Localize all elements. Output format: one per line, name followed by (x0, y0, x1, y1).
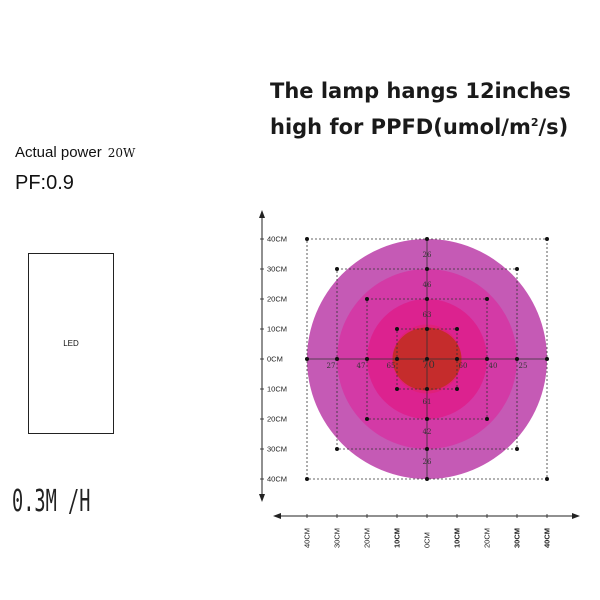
ppfd-values: 26 46 63 61 42 26 27 47 65 70 60 40 25 (327, 251, 528, 466)
y-tick-label: 10CM (267, 385, 287, 394)
actual-power-value: 20W (107, 146, 136, 160)
measurement-point (545, 477, 549, 481)
ppfd-value: 70 (422, 360, 435, 371)
measurement-point (425, 357, 429, 361)
title-line-2-start: high for PPFD(umol/ (270, 115, 509, 139)
measurement-point (365, 297, 369, 301)
measurement-point (365, 357, 369, 361)
y-axis-arrow-up (259, 210, 265, 218)
title-unit: m (508, 115, 531, 139)
ppfd-value: 47 (357, 362, 366, 370)
title-line-2-end: /s) (538, 115, 569, 139)
measurement-point (485, 357, 489, 361)
measurement-point (515, 447, 519, 451)
x-axis-arrow-left (273, 513, 281, 519)
x-tick-label: 40CM (543, 528, 552, 548)
y-tick-label: 40CM (267, 475, 287, 484)
measurement-point (425, 417, 429, 421)
measurement-point (485, 417, 489, 421)
y-tick-label: 0CM (267, 355, 283, 364)
x-tick-label: 30CM (513, 528, 522, 548)
x-tick-label: 10CM (453, 528, 462, 548)
ppfd-value: 42 (423, 428, 432, 436)
measurement-point (455, 387, 459, 391)
ppfd-value: 26 (423, 251, 432, 259)
x-tick-label: 20CM (363, 528, 372, 548)
measurement-point (395, 387, 399, 391)
x-tick-label: 30CM (333, 528, 342, 548)
measurement-point (395, 357, 399, 361)
measurement-point (485, 297, 489, 301)
y-tick-label: 40CM (267, 235, 287, 244)
measurement-point (515, 357, 519, 361)
tick-labels: 40CM 30CM 20CM 10CM 0CM 10CM 20CM 30CM 40CM 40CM 3… (267, 235, 552, 549)
x-tick-label: 20CM (483, 528, 492, 548)
title-unit-exponent: 2 (530, 116, 539, 129)
ppfd-value: 61 (423, 398, 432, 406)
measurement-point (455, 357, 459, 361)
y-tick-label: 20CM (267, 295, 287, 304)
ppfd-value: 65 (387, 362, 396, 370)
title-line-1: The lamp hangs 12inches (270, 79, 571, 103)
x-tick-label: 40CM (303, 528, 312, 548)
ppfd-value: 27 (327, 362, 336, 370)
measurement-point (455, 327, 459, 331)
measurement-point (425, 267, 429, 271)
actual-power: Actual power 20W (15, 144, 135, 161)
measurement-point (305, 477, 309, 481)
measurement-points (305, 237, 549, 481)
x-tick-label: 0CM (423, 532, 432, 548)
ppfd-value: 25 (519, 362, 528, 370)
measurement-point (395, 327, 399, 331)
title-line-2: high for PPFD(umol/m2/s) (270, 107, 600, 143)
measurement-point (515, 267, 519, 271)
ppfd-value: 63 (423, 311, 432, 319)
measurement-point (305, 237, 309, 241)
measurement-point (335, 357, 339, 361)
y-tick-label: 20CM (267, 415, 287, 424)
led-label: LED (63, 339, 79, 348)
ppfd-value: 26 (423, 458, 432, 466)
x-axis-arrow-right (572, 513, 580, 519)
y-axis-arrow-down (259, 494, 265, 502)
y-tick-label: 30CM (267, 265, 287, 274)
measurement-point (335, 267, 339, 271)
y-tick-label: 10CM (267, 325, 287, 334)
measurement-point (425, 237, 429, 241)
measurement-point (305, 357, 309, 361)
actual-power-label: Actual power (15, 144, 102, 161)
measurement-point (425, 327, 429, 331)
led-lamp-box: LED (28, 253, 114, 434)
ppfd-value: 46 (423, 281, 432, 289)
diagram-title: The lamp hangs 12inches high for PPFD(um… (270, 76, 600, 143)
measurement-point (335, 447, 339, 451)
ppfd-value: 60 (459, 362, 468, 370)
measurement-point (545, 357, 549, 361)
measurement-point (425, 387, 429, 391)
measurement-point (545, 237, 549, 241)
x-tick-label: 10CM (393, 528, 402, 548)
measurement-point (365, 417, 369, 421)
measurement-point (425, 297, 429, 301)
ppfd-value: 40 (489, 362, 498, 370)
power-factor: PF:0.9 (15, 172, 74, 194)
measurement-point (425, 447, 429, 451)
hanging-height: 0.3M /H (12, 484, 91, 519)
y-tick-label: 30CM (267, 445, 287, 454)
measurement-point (425, 477, 429, 481)
